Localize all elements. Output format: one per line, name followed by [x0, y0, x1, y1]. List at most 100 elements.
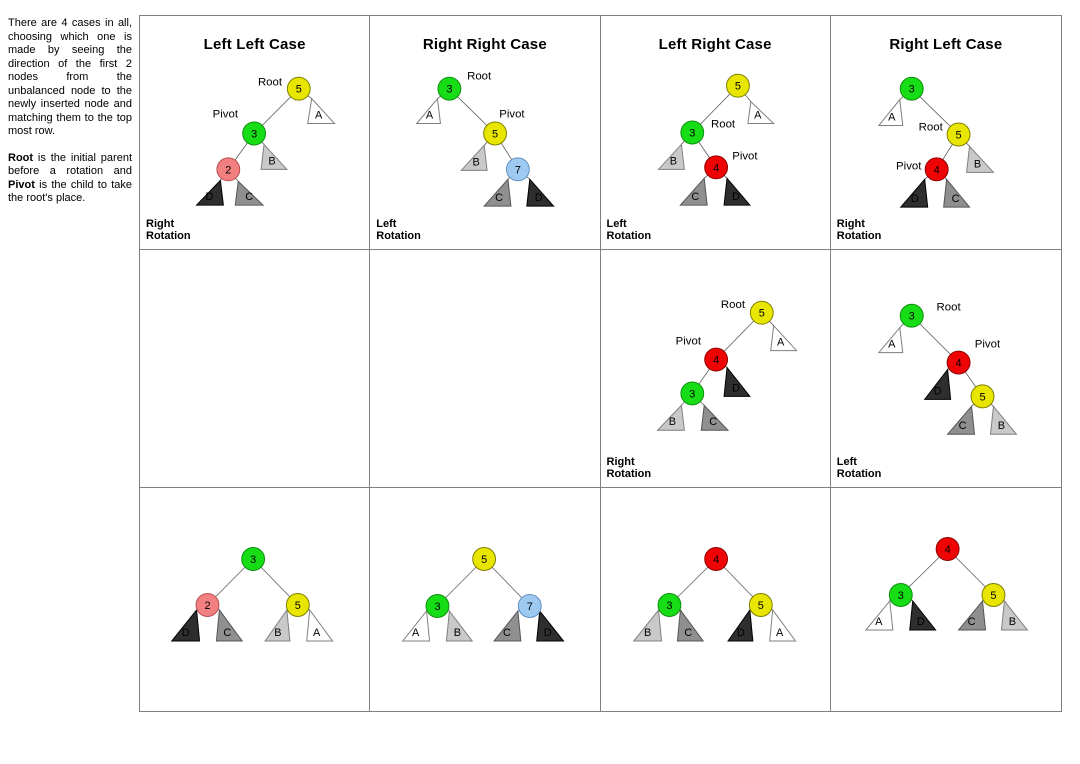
case-cell-r1-c1: A B D C 5 3 2 Root Pivot Left Left Case Right Rotat…: [140, 16, 371, 250]
tree-node: [425, 594, 450, 618]
subtree-triangle: [989, 405, 1018, 435]
subtree-triangle: [170, 608, 201, 642]
tree-diagram: D C B A 3 2 5: [170, 547, 334, 642]
subtree-triangle: [678, 177, 708, 206]
case-title: Left Right Case: [658, 36, 772, 53]
case-cell-r3-c4: A D C B 4 3 5: [831, 488, 1061, 711]
subtree-triangle: [899, 178, 928, 208]
subtree-triangle: [656, 143, 685, 170]
subtree-triangle: [700, 404, 729, 431]
subtree-triangle: [946, 405, 975, 435]
tree-diagram: B C D A 4 3 5: [632, 547, 797, 642]
root-pivot-label: Pivot: [896, 160, 922, 172]
node-value: 5: [296, 84, 302, 96]
node-value: 5: [979, 391, 985, 403]
tree-node: [679, 381, 704, 406]
tree-node: [679, 120, 704, 145]
subtree-label: B: [274, 627, 281, 639]
tree-node: [899, 303, 924, 328]
case-cell-r3-c3: B C D A 4 3 5: [601, 488, 831, 711]
case-cell-r1-c4: A B D C 3 5 4 Root Pivot Right Left Case Right Rota…: [830, 16, 1061, 250]
node-value: 3: [908, 311, 914, 323]
tree-node: [483, 121, 508, 146]
tree-diagram: A D B C 5 4 3 Root Pivot: [655, 299, 798, 431]
subtree-label: C: [951, 193, 959, 205]
subtree-label: A: [426, 110, 434, 122]
tree-node: [946, 122, 971, 147]
rotation-label-line: Rotation: [606, 230, 652, 242]
subtree-label: A: [776, 337, 784, 349]
node-value: 4: [713, 162, 719, 174]
tree-node: [888, 583, 913, 607]
description-panel: There are 4 cases in all, choosing which…: [8, 17, 132, 219]
node-value: 5: [758, 308, 764, 320]
rotation-label-line: Right: [606, 456, 635, 468]
subtree-label: B: [644, 627, 651, 639]
root-pivot-label: Root: [936, 302, 961, 314]
case-title: Left Left Case: [203, 36, 306, 53]
rotation-label: Left Rotation: [837, 456, 882, 480]
subtree-label: D: [206, 191, 214, 203]
tree-node: [242, 121, 267, 146]
subtree-label: D: [911, 193, 919, 205]
node-value: 2: [204, 600, 210, 612]
subtree-triangle: [493, 609, 522, 642]
subtree-triangle: [768, 608, 797, 642]
rotation-label-line: Rotation: [606, 468, 652, 480]
subtree-triangle: [264, 608, 291, 642]
subtree-label: A: [875, 616, 883, 628]
subtree-label: A: [776, 627, 784, 639]
node-value: 7: [527, 601, 533, 613]
tree-node: [899, 76, 924, 101]
subtree-label: B: [268, 155, 275, 167]
subtree-label: B: [1009, 616, 1016, 628]
subtree-triangle: [923, 368, 951, 400]
node-value: 3: [435, 601, 441, 613]
subtree-label: A: [888, 112, 896, 124]
node-value: 7: [515, 164, 521, 176]
rotation-label-line: Rotation: [836, 468, 882, 480]
subtree-label: C: [223, 627, 231, 639]
subtree-label: D: [732, 382, 740, 394]
root-pivot-label: Pivot: [499, 109, 525, 121]
subtree-label: C: [709, 416, 717, 428]
tree-diagram: A B D C 3 5 4 Root Pivot: [877, 76, 995, 208]
case-cell-r1-c3: A B C D 5 3 4 Root Pivot Left Right Case Left Rotat…: [600, 16, 831, 250]
tree-node: [518, 594, 542, 618]
rotation-label: Left Rotation: [607, 218, 652, 242]
subtree-triangle: [864, 599, 894, 631]
tree-node: [506, 157, 531, 182]
subtree-triangle: [877, 98, 904, 127]
subtree-triangle: [215, 608, 244, 642]
subtree-label: D: [182, 627, 190, 639]
tree-node: [970, 384, 995, 409]
subtree-label: B: [454, 627, 461, 639]
root-pivot-label: Root: [918, 122, 943, 134]
rotation-label-line: Left: [376, 218, 397, 230]
node-value: 5: [295, 600, 301, 612]
case-cell-r2-c3: A D B C 5 4 3 Root Pivot Right Rotation: [600, 250, 831, 488]
tree-diagram: A B C D 5 3 4 Root Pivot: [656, 73, 775, 206]
node-value: 4: [955, 358, 961, 370]
cases-grid: A B D C 5 3 2 Root Pivot Left Left Case Right Rotat…: [139, 15, 1062, 712]
subtree-triangle: [877, 326, 904, 354]
tree-node: [981, 583, 1006, 607]
subtree-label: B: [669, 155, 676, 167]
root-pivot-label: Pivot: [675, 336, 701, 348]
node-value: 3: [908, 84, 914, 96]
subtree-label: A: [754, 110, 762, 122]
tree-node: [725, 73, 750, 98]
tree-node: [437, 76, 462, 101]
subtree-label: C: [684, 627, 692, 639]
tree-node: [749, 300, 774, 325]
subtree-triangle: [723, 177, 751, 206]
node-value: 5: [990, 590, 996, 602]
rotation-label-line: Rotation: [146, 230, 191, 242]
subtree-label: D: [732, 191, 740, 203]
tree-node: [703, 347, 728, 372]
rotation-label: Right Rotation: [607, 456, 652, 480]
node-value: 3: [250, 554, 256, 566]
subtree-label: D: [917, 616, 925, 628]
node-value: 5: [955, 129, 961, 141]
subtree-triangle: [965, 145, 995, 173]
